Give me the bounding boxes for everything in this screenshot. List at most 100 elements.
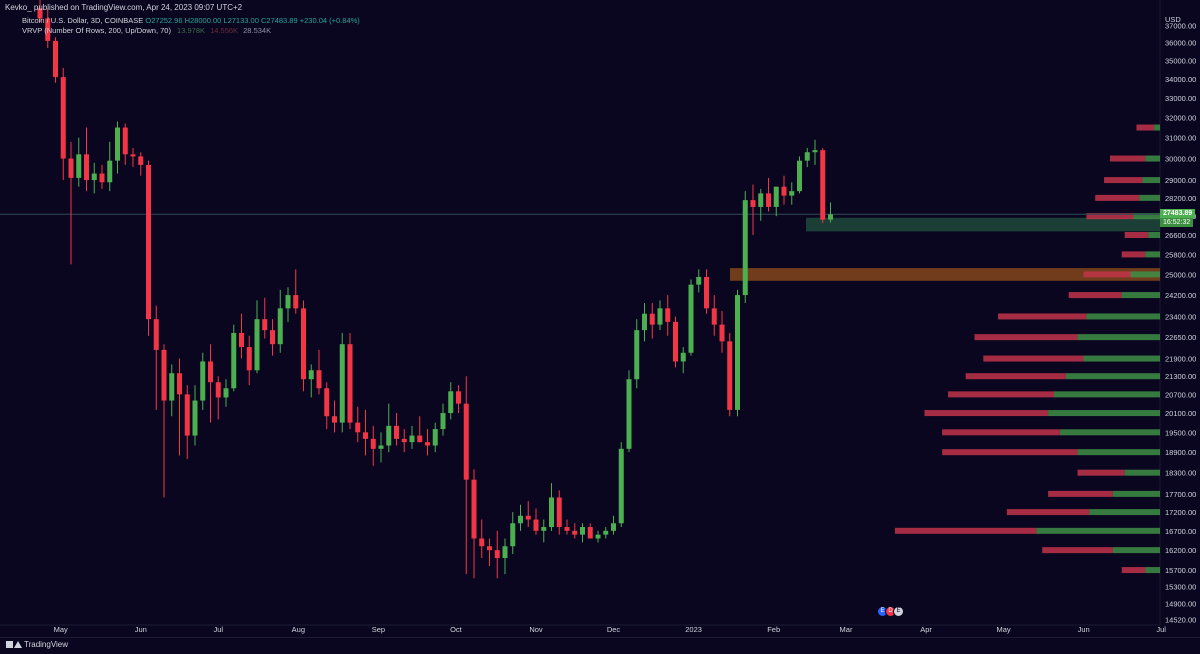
candle xyxy=(363,409,368,456)
candle xyxy=(169,364,175,417)
candle-body xyxy=(239,332,244,348)
candle-body xyxy=(285,295,291,309)
indicator-vol-total: 28.534K xyxy=(243,26,272,35)
vp-up-bar xyxy=(1130,271,1160,278)
candle-body xyxy=(463,403,469,480)
candle xyxy=(611,515,616,535)
vp-down-bar xyxy=(1121,251,1146,258)
candle xyxy=(735,289,740,417)
footer-bar: TradingView xyxy=(0,637,1200,654)
price-tick-label: 18900.00 xyxy=(1165,448,1196,457)
candle-body xyxy=(696,276,702,285)
time-tick-label: Oct xyxy=(450,625,463,634)
candle xyxy=(696,269,702,293)
vp-down-bar xyxy=(1006,509,1090,516)
candle xyxy=(177,358,182,456)
vp-up-bar xyxy=(1121,292,1160,299)
vp-down-bar xyxy=(1109,155,1146,162)
candle-body xyxy=(704,276,709,309)
candle xyxy=(153,305,159,410)
candle-body xyxy=(719,324,725,342)
candle-body xyxy=(603,530,609,535)
candle-body xyxy=(680,352,686,362)
candle xyxy=(200,352,206,410)
candle-body xyxy=(169,373,175,401)
indicator-name[interactable]: VRVP (Number Of Rows, 200, Up/Down, 70) xyxy=(22,26,171,35)
candle xyxy=(99,164,105,189)
vp-up-bar xyxy=(1077,334,1160,341)
candle-body xyxy=(115,127,120,161)
candle xyxy=(448,382,454,420)
candle-body xyxy=(657,308,663,325)
candle-body xyxy=(84,154,89,181)
chart-legend: Bitcoin / U.S. Dollar, 3D, COINBASE O272… xyxy=(22,16,360,36)
candle-body xyxy=(76,154,82,178)
price-tick-label: 17700.00 xyxy=(1165,490,1196,499)
time-axis[interactable]: May Jun Jul Aug Sep Oct Nov Dec 2023 Feb Mar Apr May… xyxy=(54,625,1200,634)
vp-up-bar xyxy=(1133,213,1160,220)
vp-down-bar xyxy=(1083,271,1131,278)
candle xyxy=(828,202,833,223)
price-axis[interactable]: 37000.00 36000.00 35000.00 34000.00 33000.00… xyxy=(1165,21,1196,624)
candle-body xyxy=(665,308,671,322)
zone-lower xyxy=(730,268,1160,281)
vp-down-bar xyxy=(1042,547,1113,554)
candle xyxy=(665,295,671,336)
candle xyxy=(60,67,66,181)
vp-up-bar xyxy=(1145,251,1160,258)
candle xyxy=(316,349,322,395)
candle xyxy=(355,406,361,443)
symbol-name[interactable]: Bitcoin / U.S. Dollar, 3D, COINBASE xyxy=(22,16,144,25)
price-tick-label: 14520.00 xyxy=(1165,616,1196,625)
candle xyxy=(262,297,268,339)
candle xyxy=(239,313,244,359)
candle-body xyxy=(277,308,283,345)
price-tick-label: 16200.00 xyxy=(1165,546,1196,555)
candle-body xyxy=(316,370,322,389)
candle-body xyxy=(587,527,593,539)
candle-body xyxy=(355,422,361,433)
candle xyxy=(231,324,237,392)
candle-body xyxy=(572,530,578,535)
time-tick-label: Dec xyxy=(607,625,621,634)
event-markers[interactable]: E D E xyxy=(877,606,904,617)
candle-body xyxy=(332,416,337,423)
vp-down-bar xyxy=(1086,213,1134,220)
economic-event-icon[interactable]: E xyxy=(893,606,904,617)
tradingview-brand[interactable]: TradingView xyxy=(6,640,68,649)
candle xyxy=(518,504,523,531)
candle-body xyxy=(673,321,678,362)
candle-body xyxy=(370,438,376,449)
candle xyxy=(673,316,678,368)
candle xyxy=(494,530,500,579)
vp-down-bar xyxy=(965,373,1066,380)
candle xyxy=(572,523,578,539)
candle xyxy=(293,269,299,314)
candle xyxy=(595,530,601,543)
candle-body xyxy=(153,319,159,350)
time-tick-label: Apr xyxy=(920,625,932,634)
candle xyxy=(440,403,446,436)
candle-body xyxy=(642,313,647,331)
candle-body xyxy=(487,546,492,551)
vp-up-bar xyxy=(1154,124,1160,131)
candle-body xyxy=(363,432,368,439)
candle-body xyxy=(789,191,795,196)
time-tick-label: Nov xyxy=(529,625,543,634)
countdown-tag: 16:52:32 xyxy=(1160,218,1194,227)
currency-label: USD xyxy=(1165,15,1181,24)
candle-body xyxy=(308,370,314,380)
candle xyxy=(626,370,632,453)
indicator-line: VRVP (Number Of Rows, 200, Up/Down, 70) … xyxy=(22,26,360,36)
candle-body xyxy=(456,391,461,404)
candle xyxy=(479,519,485,559)
candle xyxy=(688,279,694,356)
candle-body xyxy=(828,214,833,220)
price-tick-label: 23400.00 xyxy=(1165,312,1196,321)
candle-body xyxy=(525,515,531,520)
zones-layer xyxy=(730,217,1160,281)
candle xyxy=(525,501,531,528)
price-tick-label: 22650.00 xyxy=(1165,333,1196,342)
candle-body xyxy=(215,382,221,398)
